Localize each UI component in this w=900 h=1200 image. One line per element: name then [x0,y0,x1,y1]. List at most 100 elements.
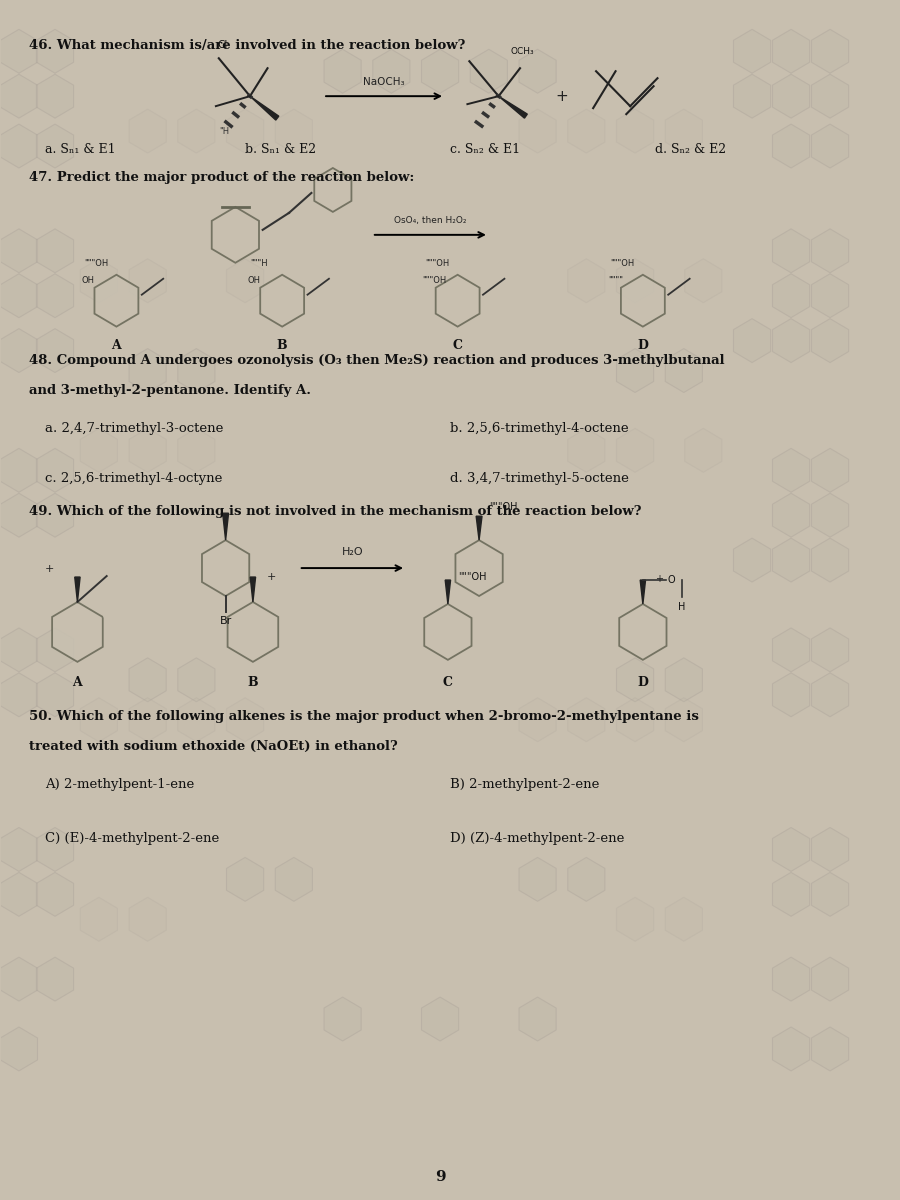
Polygon shape [36,673,74,716]
Polygon shape [734,538,770,582]
Polygon shape [0,124,38,168]
Polygon shape [616,898,653,941]
Polygon shape [812,493,849,538]
Polygon shape [36,124,74,168]
Polygon shape [812,828,849,871]
Polygon shape [772,538,810,582]
Text: a. Sₙ₁ & E1: a. Sₙ₁ & E1 [45,143,116,156]
Polygon shape [568,109,605,154]
Polygon shape [616,259,653,302]
Polygon shape [772,628,810,672]
Text: treated with sodium ethoxide (NaOEt) in ethanol?: treated with sodium ethoxide (NaOEt) in … [29,739,398,752]
Polygon shape [178,697,215,742]
Text: Br: Br [220,616,231,626]
Polygon shape [471,49,508,94]
Polygon shape [812,958,849,1001]
Polygon shape [0,1027,38,1070]
Text: +: + [654,574,662,584]
Polygon shape [129,109,166,154]
Polygon shape [275,109,312,154]
Polygon shape [621,275,665,326]
Text: 48. Compound A undergoes ozonolysis (O₃ then Me₂S) reaction and produces 3-methy: 48. Compound A undergoes ozonolysis (O₃ … [29,354,724,366]
Polygon shape [0,958,38,1001]
Polygon shape [0,628,38,672]
Polygon shape [250,577,256,602]
Polygon shape [227,109,264,154]
Polygon shape [772,74,810,118]
Text: O: O [667,575,675,586]
Polygon shape [227,259,264,302]
Polygon shape [324,49,361,94]
Polygon shape [202,540,249,596]
Text: 50. Which of the following alkenes is the major product when 2-bromo-2-methylpen: 50. Which of the following alkenes is th… [29,709,698,722]
Polygon shape [129,348,166,392]
Polygon shape [0,872,38,917]
Polygon shape [616,428,653,473]
Text: """OH: """OH [457,572,486,582]
Polygon shape [772,319,810,362]
Polygon shape [129,259,166,302]
Text: B: B [248,676,258,689]
Polygon shape [227,858,264,901]
Polygon shape [228,602,278,662]
Polygon shape [446,580,451,604]
Text: D: D [637,676,648,689]
Polygon shape [80,259,118,302]
Polygon shape [812,673,849,716]
Polygon shape [772,828,810,871]
Polygon shape [424,604,472,660]
Text: 47. Predict the major product of the reaction below:: 47. Predict the major product of the rea… [29,170,414,184]
Polygon shape [129,658,166,702]
Polygon shape [616,697,653,742]
Polygon shape [568,858,605,901]
Polygon shape [178,428,215,473]
Text: A: A [112,338,122,352]
Polygon shape [0,74,38,118]
Text: Cl: Cl [218,41,228,50]
Polygon shape [36,74,74,118]
Text: C) (E)-4-methylpent-2-ene: C) (E)-4-methylpent-2-ene [45,833,220,846]
Text: +: + [266,572,276,582]
Polygon shape [685,428,722,473]
Polygon shape [36,828,74,871]
Polygon shape [616,109,653,154]
Polygon shape [616,348,653,392]
Polygon shape [476,516,482,540]
Text: OH: OH [248,276,260,284]
Polygon shape [772,958,810,1001]
Polygon shape [36,628,74,672]
Polygon shape [734,74,770,118]
Polygon shape [568,428,605,473]
Text: NaOCH₃: NaOCH₃ [363,77,404,88]
Text: A: A [73,676,82,689]
Polygon shape [665,658,702,702]
Polygon shape [772,29,810,73]
Polygon shape [772,1027,810,1070]
Polygon shape [36,449,74,492]
Polygon shape [36,329,74,372]
Polygon shape [665,697,702,742]
Polygon shape [0,329,38,372]
Polygon shape [36,872,74,917]
Text: c. 2,5,6-trimethyl-4-octyne: c. 2,5,6-trimethyl-4-octyne [45,473,222,485]
Polygon shape [324,997,361,1040]
Text: D) (Z)-4-methylpent-2-ene: D) (Z)-4-methylpent-2-ene [450,833,625,846]
Polygon shape [275,858,312,901]
Text: B: B [277,338,287,352]
Text: """OH: """OH [611,259,634,268]
Text: """OH: """OH [422,276,446,284]
Text: A) 2-methylpent-1-ene: A) 2-methylpent-1-ene [45,778,194,791]
Text: OCH₃: OCH₃ [510,47,534,56]
Polygon shape [129,428,166,473]
Polygon shape [0,229,38,272]
Polygon shape [568,259,605,302]
Polygon shape [812,229,849,272]
Polygon shape [519,858,556,901]
Polygon shape [129,898,166,941]
Polygon shape [568,697,605,742]
Polygon shape [36,958,74,1001]
Text: D: D [637,338,648,352]
Polygon shape [772,673,810,716]
Polygon shape [772,449,810,492]
Text: d. Sₙ₂ & E2: d. Sₙ₂ & E2 [654,143,725,156]
